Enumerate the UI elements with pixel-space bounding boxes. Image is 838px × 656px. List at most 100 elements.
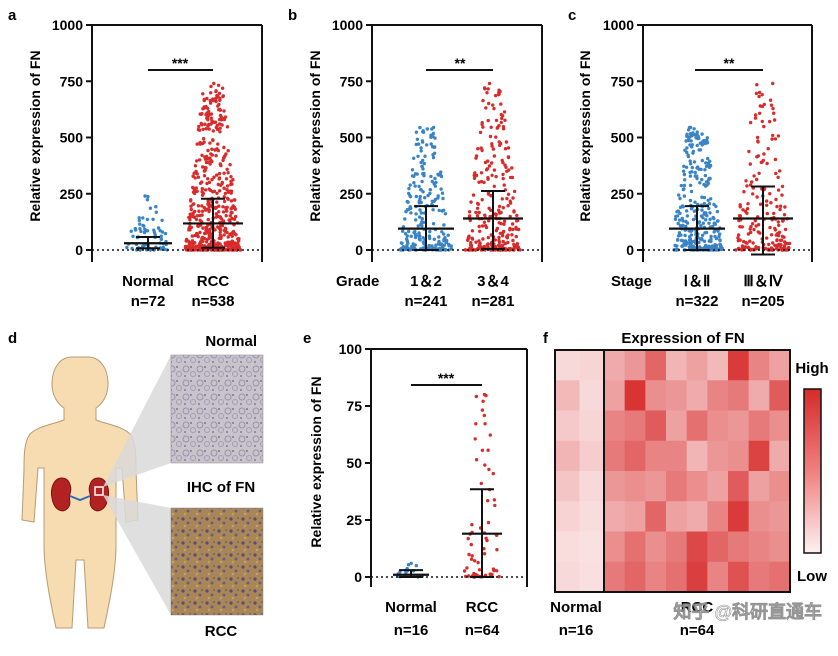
- data-point-b-0: [405, 239, 409, 243]
- data-point-b-1: [490, 173, 494, 177]
- panel-d-illustration: d Normal IHC of FN RCC: [8, 330, 264, 640]
- data-point-c-0: [686, 128, 691, 132]
- data-point-b-0: [419, 222, 423, 226]
- y-axis-label-b: Relative expression of FN: [307, 50, 323, 221]
- y-axis-label-e: Relative expression of FN: [308, 376, 324, 547]
- ihc-rcc-label: RCC: [205, 623, 238, 640]
- data-point-e-1: [486, 448, 490, 452]
- ihc-normal-label: Normal: [205, 333, 257, 350]
- data-point-a-1: [200, 112, 204, 116]
- data-point-c-1: [742, 190, 746, 194]
- data-point-c-1: [750, 180, 754, 184]
- y-tick-label-e-4: 100: [339, 341, 363, 357]
- data-point-c-1: [758, 111, 762, 116]
- data-point-a-1: [220, 86, 225, 90]
- data-point-b-0: [428, 236, 432, 241]
- data-point-a-1: [216, 104, 220, 108]
- data-point-b-0: [406, 229, 411, 234]
- data-point-c-1: [738, 225, 742, 229]
- y-tick-label-b-2: 500: [340, 130, 364, 146]
- data-point-c-1: [773, 228, 778, 232]
- data-point-b-1: [501, 125, 506, 129]
- data-point-c-0: [680, 204, 685, 208]
- data-point-a-1: [197, 124, 201, 129]
- heatmap-cell-rcc: [666, 501, 688, 532]
- data-point-c-1: [746, 245, 750, 250]
- data-point-a-1: [201, 226, 205, 230]
- data-point-b-0: [414, 218, 418, 222]
- data-point-c-1: [748, 162, 752, 166]
- data-point-b-1: [469, 243, 474, 248]
- data-point-b-1: [477, 224, 481, 229]
- data-point-b-1: [487, 219, 491, 223]
- data-point-b-0: [434, 180, 438, 185]
- data-point-b-1: [477, 239, 481, 243]
- heatmap-cell-rcc: [666, 440, 688, 472]
- data-point-a-1: [186, 239, 191, 243]
- data-point-b-1: [486, 118, 490, 123]
- data-point-b-1: [502, 110, 507, 114]
- data-point-b-1: [474, 173, 479, 178]
- data-point-b-1: [467, 234, 471, 238]
- data-point-c-1: [756, 230, 760, 234]
- data-point-e-1: [482, 547, 486, 551]
- data-point-b-0: [428, 229, 432, 234]
- data-point-b-0: [432, 151, 437, 155]
- data-point-a-1: [215, 123, 219, 128]
- data-point-a-1: [198, 218, 202, 222]
- heatmap-cell-rcc: [686, 380, 708, 411]
- data-point-c-1: [754, 224, 758, 228]
- data-point-e-0: [406, 563, 411, 567]
- data-point-a-1: [200, 187, 204, 191]
- chart-a: a Relative expression of FN 0 250 500 750 10…: [8, 7, 262, 310]
- data-point-a-0: [160, 218, 164, 222]
- data-point-c-0: [706, 156, 710, 161]
- data-points-b: [398, 81, 522, 252]
- data-point-c-0: [691, 149, 696, 154]
- data-point-c-0: [690, 143, 694, 147]
- data-point-b-0: [423, 154, 427, 158]
- data-point-c-1: [768, 192, 772, 196]
- heatmap-cell-rcc: [728, 380, 750, 411]
- data-point-c-1: [734, 248, 738, 252]
- data-point-a-0: [151, 217, 155, 221]
- data-point-b-1: [494, 228, 499, 233]
- data-point-c-1: [765, 161, 769, 166]
- data-point-b-0: [420, 179, 424, 184]
- data-point-c-0: [686, 154, 691, 159]
- data-point-b-1: [490, 144, 494, 148]
- data-point-b-1: [505, 235, 509, 239]
- data-point-b-0: [408, 183, 412, 187]
- data-point-c-0: [699, 167, 703, 172]
- data-point-b-1: [491, 103, 495, 107]
- data-point-a-0: [138, 222, 142, 226]
- data-point-c-1: [772, 118, 777, 122]
- data-point-a-0: [138, 227, 142, 231]
- heatmap-cell-rcc: [748, 350, 770, 381]
- data-point-a-1: [232, 198, 236, 202]
- data-point-b-0: [407, 186, 411, 191]
- data-point-b-0: [433, 176, 437, 181]
- data-point-c-0: [701, 139, 706, 143]
- data-point-a-1: [200, 141, 205, 146]
- data-point-c-1: [769, 233, 774, 237]
- data-point-b-0: [419, 146, 423, 150]
- group-n-e-rcc: n=64: [465, 622, 500, 639]
- data-point-a-1: [226, 149, 230, 153]
- data-point-a-1: [225, 240, 230, 244]
- data-point-a-1: [212, 189, 217, 193]
- data-point-a-1: [193, 164, 198, 168]
- data-point-c-0: [683, 178, 687, 182]
- panel-label-e: e: [303, 330, 311, 347]
- heatmap-cell-rcc: [686, 471, 708, 502]
- data-point-c-1: [745, 207, 750, 211]
- data-point-c-0: [704, 180, 709, 184]
- data-point-a-1: [217, 236, 221, 240]
- data-point-b-0: [405, 243, 409, 248]
- data-point-c-1: [744, 179, 748, 183]
- data-point-b-1: [494, 118, 499, 123]
- heatmap-cell-rcc: [624, 501, 646, 532]
- data-point-c-1: [780, 184, 785, 189]
- data-point-c-1: [745, 184, 749, 188]
